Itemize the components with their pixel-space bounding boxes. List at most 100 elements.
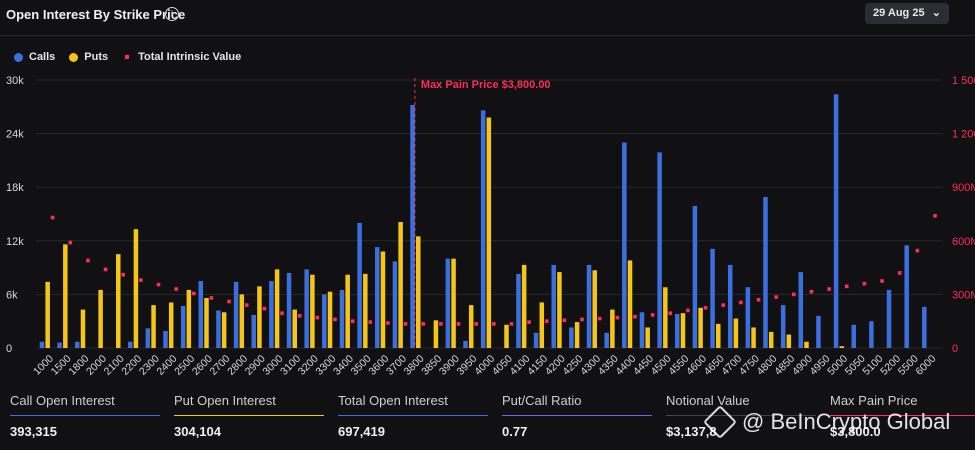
y-right-tick-label: 1 500M [952,75,975,87]
put-bar [327,291,333,348]
call-bar [886,289,892,348]
stat-label: Total Open Interest [338,393,488,416]
legend-calls[interactable]: Calls [14,51,55,63]
intrinsic-point [350,319,355,323]
legend-puts[interactable]: Puts [69,51,108,63]
stat-1: Put Open Interest 304,104 [174,393,324,439]
put-bar [627,260,633,348]
put-bar [698,307,703,348]
stats-bar: Call Open Interest 393,315 Put Open Intere… [0,393,975,443]
stat-label: Call Open Interest [10,393,160,416]
put-bar [310,274,315,348]
legend-calls-label: Calls [29,51,56,63]
call-bar [763,197,768,348]
call-bar [533,332,539,348]
call-bar [798,272,804,348]
put-bar [257,286,262,348]
put-bar [204,297,209,348]
call-bar [127,341,133,348]
y-left-tick-label: 12k [6,236,24,248]
call-bar [551,264,556,348]
chevron-down-icon: ⌄ [931,7,941,19]
call-bar [604,332,609,348]
put-bar [451,258,456,348]
y-left-tick-label: 0 [6,343,12,355]
intrinsic-point [527,320,531,324]
put-bar [733,318,739,348]
y-right-tick-label: 1 200M [952,129,975,141]
put-bar [151,305,156,348]
put-bar [468,305,474,348]
intrinsic-point [50,215,55,220]
call-bar [904,245,909,348]
intrinsic-point [456,322,461,326]
legend-intrinsic[interactable]: Total Intrinsic Value [122,51,241,63]
open-interest-chart: 0 0 6k 300M 12k 600M 18k 900M 24k 1 200M 30k 1 500M… [6,75,975,378]
put-bar [221,312,227,348]
legend: Calls Puts Total Intrinsic Value [14,51,241,63]
intrinsic-point [280,311,284,315]
intrinsic-point [297,314,302,318]
intrinsic-point [315,315,320,320]
put-bar [486,117,492,348]
put-bar [521,264,527,348]
call-bar [816,315,821,348]
put-bar [45,281,50,348]
stat-value: 0.77 [502,424,528,439]
intrinsic-point [915,248,920,253]
put-bar [663,287,668,348]
put-bar [345,274,350,348]
put-bar [592,270,597,348]
call-bar [922,306,927,348]
call-bar [339,289,345,348]
x-tick-label: 6000 [913,353,938,378]
intrinsic-point [509,322,514,326]
call-bar [269,281,274,348]
legend-intrinsic-label: Total Intrinsic Value [138,51,242,63]
info-icon[interactable]: i [165,7,179,21]
intrinsic-point [897,271,902,275]
intrinsic-point [809,289,814,294]
call-bar [480,110,486,348]
stat-label: Max Pain Price [830,393,975,416]
intrinsic-point [792,292,796,297]
put-bar [239,294,245,348]
date-selector[interactable]: 29 Aug 25 ⌄ [865,3,949,24]
call-bar [57,342,62,348]
call-bar [304,269,309,348]
intrinsic-point [880,279,884,283]
intrinsic-point [244,303,249,307]
call-bar [869,321,874,348]
intrinsic-point [686,308,690,313]
stat-value: 393,315 [10,424,57,439]
put-bar [416,236,421,348]
puts-swatch [69,52,79,62]
intrinsic-point [421,322,426,326]
intrinsic-point [68,240,73,245]
call-bar [622,142,627,348]
call-bar [251,314,256,348]
call-bar [163,331,168,348]
put-bar [274,269,280,348]
put-bar [645,327,650,348]
intrinsic-point [192,291,196,296]
intrinsic-point [156,282,161,287]
y-right-tick-label: 900M [952,182,975,194]
intrinsic-point [227,299,231,304]
put-bar [839,346,845,348]
y-right-tick-label: 600M [952,236,975,248]
intrinsic-point [333,317,337,322]
intrinsic-point [739,300,743,305]
intrinsic-point [615,315,620,320]
stat-2: Total Open Interest 697,419 [338,393,488,439]
put-bar [574,322,580,348]
stat-value: $3,137,8 [666,424,717,439]
max-pain-label: Max Pain Price $3,800.00 [421,79,551,91]
put-bar [398,222,403,348]
intrinsic-point [368,320,373,324]
stat-3: Put/Call Ratio 0.77 [502,393,652,439]
intrinsic-point [174,287,178,291]
intrinsic-point [580,317,584,322]
call-bar [75,341,80,348]
watermark: @ BeInCrypto Global [703,405,950,439]
